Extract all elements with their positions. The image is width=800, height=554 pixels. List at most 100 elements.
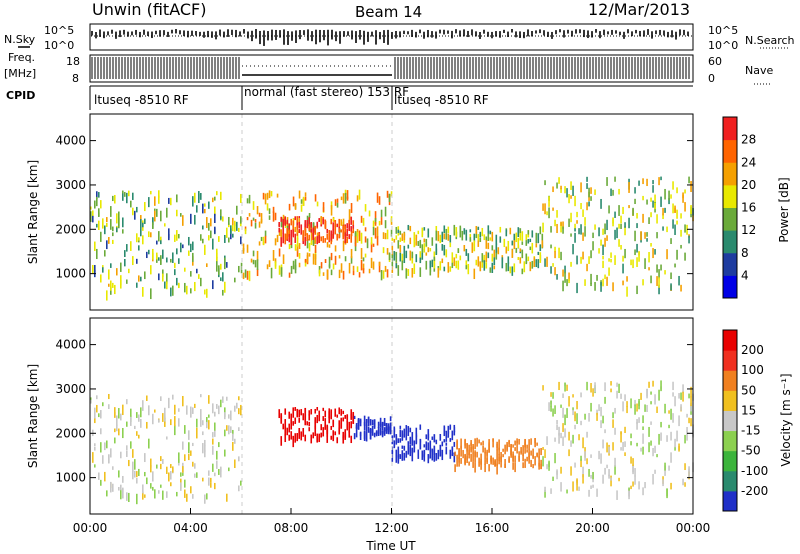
echo-cell xyxy=(348,234,351,240)
echo-cell xyxy=(118,486,120,491)
echo-cell xyxy=(425,434,428,440)
echo-cell xyxy=(208,477,210,486)
echo-cell xyxy=(562,221,564,230)
echo-cell xyxy=(144,202,146,212)
echo-cell xyxy=(326,241,329,248)
echo-cell xyxy=(516,443,518,454)
echo-cell xyxy=(493,256,496,266)
echo-cell xyxy=(469,233,472,238)
echo-cell xyxy=(384,265,387,272)
echo-cell xyxy=(322,427,325,437)
echo-cell xyxy=(570,195,572,199)
echo-cell xyxy=(666,249,668,260)
echo-cell xyxy=(350,226,353,232)
echo-cell xyxy=(390,229,393,237)
echo-cell xyxy=(602,244,604,256)
echo-cell xyxy=(376,192,379,203)
echo-cell xyxy=(150,288,152,300)
echo-cell xyxy=(166,273,168,284)
echo-cell xyxy=(491,262,494,273)
echo-cell xyxy=(384,206,387,217)
echo-cell xyxy=(626,406,628,414)
echo-cell xyxy=(252,250,255,257)
echo-cell xyxy=(454,464,456,473)
echo-cell xyxy=(208,222,210,231)
echo-cell xyxy=(395,251,398,263)
echo-cell xyxy=(439,261,442,268)
echo-cell xyxy=(204,445,206,453)
echo-cell xyxy=(582,474,584,484)
echo-cell xyxy=(114,428,116,433)
echo-cell xyxy=(654,202,656,210)
echo-cell xyxy=(572,409,574,416)
echo-cell xyxy=(674,207,676,213)
echo-cell xyxy=(642,446,644,455)
echo-cell xyxy=(304,196,307,201)
echo-cell xyxy=(648,442,650,453)
echo-cell xyxy=(353,433,356,440)
echo-cell xyxy=(622,255,624,262)
echo-cell xyxy=(606,177,608,186)
echo-cell xyxy=(104,443,106,451)
echo-cell xyxy=(328,244,331,248)
echo-cell xyxy=(546,256,548,267)
echo-cell xyxy=(451,452,454,457)
echo-cell xyxy=(357,418,360,423)
echo-cell xyxy=(376,226,379,238)
echo-cell xyxy=(204,203,206,207)
echo-cell xyxy=(522,453,524,462)
echo-cell xyxy=(487,242,490,250)
echo-cell xyxy=(214,196,216,201)
echo-cell xyxy=(304,192,307,197)
echo-cell xyxy=(674,446,676,451)
echo-cell xyxy=(491,231,494,242)
echo-cell xyxy=(552,408,554,417)
echo-cell xyxy=(122,475,124,483)
echo-cell xyxy=(548,460,550,471)
echo-cell xyxy=(112,226,114,232)
echo-cell xyxy=(353,415,356,420)
echo-cell xyxy=(224,234,226,243)
echo-cell xyxy=(174,234,176,242)
echo-cell xyxy=(256,268,259,277)
echo-cell xyxy=(94,200,96,207)
echo-cell xyxy=(395,436,398,443)
echo-cell xyxy=(282,423,285,430)
echo-cell xyxy=(152,413,154,425)
echo-cell xyxy=(296,433,299,442)
echo-cell xyxy=(477,234,480,241)
echo-cell xyxy=(256,250,259,261)
echo-cell xyxy=(477,226,480,230)
echo-cell xyxy=(254,222,257,229)
echo-cell xyxy=(690,418,692,427)
echo-cell xyxy=(160,396,162,401)
echo-cell xyxy=(435,453,438,461)
echo-cell xyxy=(415,254,418,263)
echo-cell xyxy=(578,434,580,441)
echo-cell xyxy=(407,269,410,276)
echo-cell xyxy=(485,262,488,269)
echo-cell xyxy=(294,244,297,251)
echo-cell xyxy=(395,235,398,240)
echo-cell xyxy=(322,236,325,243)
echo-cell xyxy=(106,490,108,497)
echo-cell xyxy=(501,257,504,269)
echo-cell xyxy=(461,230,464,241)
echo-cell xyxy=(377,421,380,429)
echo-cell xyxy=(132,256,134,266)
echo-cell xyxy=(566,384,568,391)
echo-cell xyxy=(298,418,301,423)
echo-cell xyxy=(152,248,154,260)
echo-cell xyxy=(672,181,674,190)
echo-cell xyxy=(668,465,670,471)
echo-cell xyxy=(590,250,592,259)
echo-cell xyxy=(342,417,345,422)
echo-cell xyxy=(322,407,325,412)
echo-cell xyxy=(513,240,516,250)
echo-cell xyxy=(632,481,634,487)
echo-cell xyxy=(194,403,196,408)
echo-cell xyxy=(144,271,146,280)
echo-cell xyxy=(350,421,353,429)
echo-cell xyxy=(521,268,524,275)
